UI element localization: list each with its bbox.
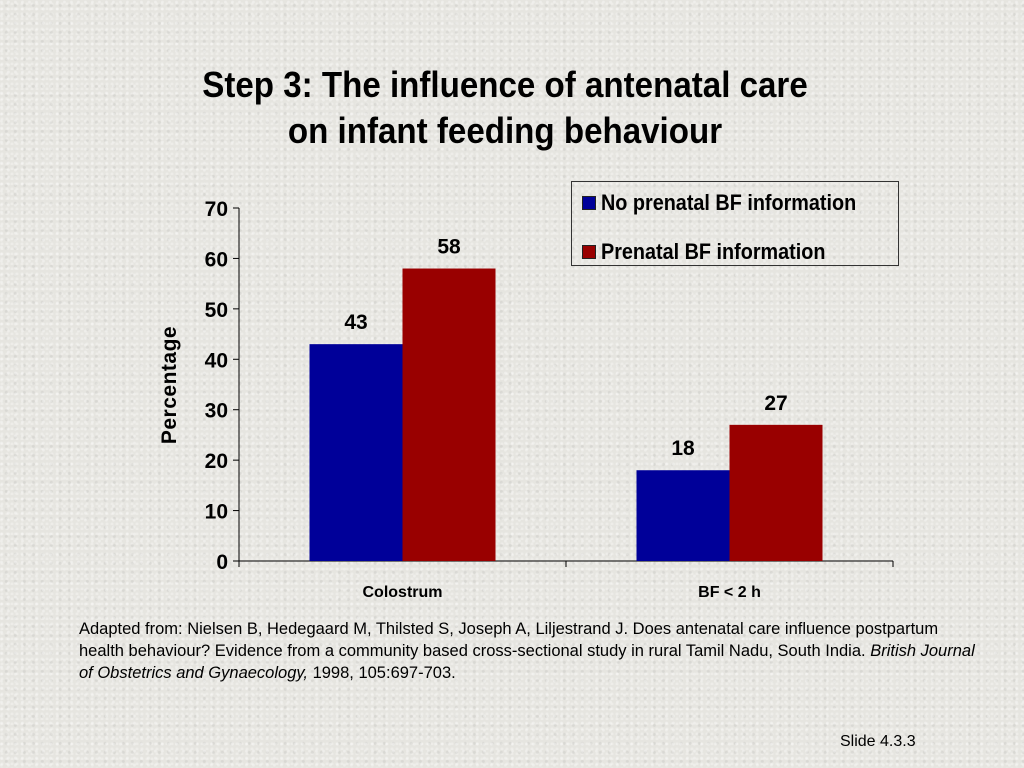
y-tick-label: 0 xyxy=(216,551,228,574)
citation-year-pages: 1998, 105:697-703. xyxy=(312,664,456,682)
legend-swatch-no-prenatal xyxy=(582,196,596,210)
x-category-label: Colostrum xyxy=(363,584,443,601)
slide-title-line-1: Step 3: The influence of antenatal care xyxy=(202,64,808,105)
legend-label-prenatal: Prenatal BF information xyxy=(601,239,826,264)
bar xyxy=(729,424,823,561)
legend-swatch-prenatal xyxy=(582,245,596,259)
y-tick-label: 20 xyxy=(205,450,228,473)
y-tick-label: 10 xyxy=(205,501,228,524)
y-tick-label: 30 xyxy=(205,400,228,423)
y-tick-label: 40 xyxy=(205,349,228,372)
citation-text: Adapted from: Nielsen B, Hedegaard M, Th… xyxy=(79,620,939,660)
bar-value-label: 18 xyxy=(671,437,695,460)
bar-value-label: 58 xyxy=(437,236,461,259)
source-citation: Adapted from: Nielsen B, Hedegaard M, Th… xyxy=(79,618,979,684)
legend-item-no-prenatal: No prenatal BF information xyxy=(582,190,885,216)
citation-journal: British Journal of Obstetrics and Gynaec… xyxy=(79,642,975,682)
bar xyxy=(309,344,403,561)
chart-legend: No prenatal BF information Prenatal BF i… xyxy=(571,181,899,266)
x-category-label: BF < 2 h xyxy=(698,584,761,601)
bar-value-label: 43 xyxy=(344,311,367,334)
bar-value-label: 27 xyxy=(764,392,787,415)
legend-item-prenatal: Prenatal BF information xyxy=(582,239,850,265)
bar xyxy=(402,268,496,561)
slide-title-line-2: on infant feeding behaviour xyxy=(287,110,723,151)
bar xyxy=(636,470,730,561)
legend-label-no-prenatal: No prenatal BF information xyxy=(601,190,857,215)
slide-number: Slide 4.3.3 xyxy=(840,733,916,750)
slide-title: Step 3: The influence of antenatal care … xyxy=(132,62,877,154)
y-axis-label: Percentage xyxy=(158,325,181,445)
y-tick-label: 50 xyxy=(205,299,228,322)
y-tick-label: 60 xyxy=(205,248,228,271)
y-tick-label: 70 xyxy=(205,198,228,221)
